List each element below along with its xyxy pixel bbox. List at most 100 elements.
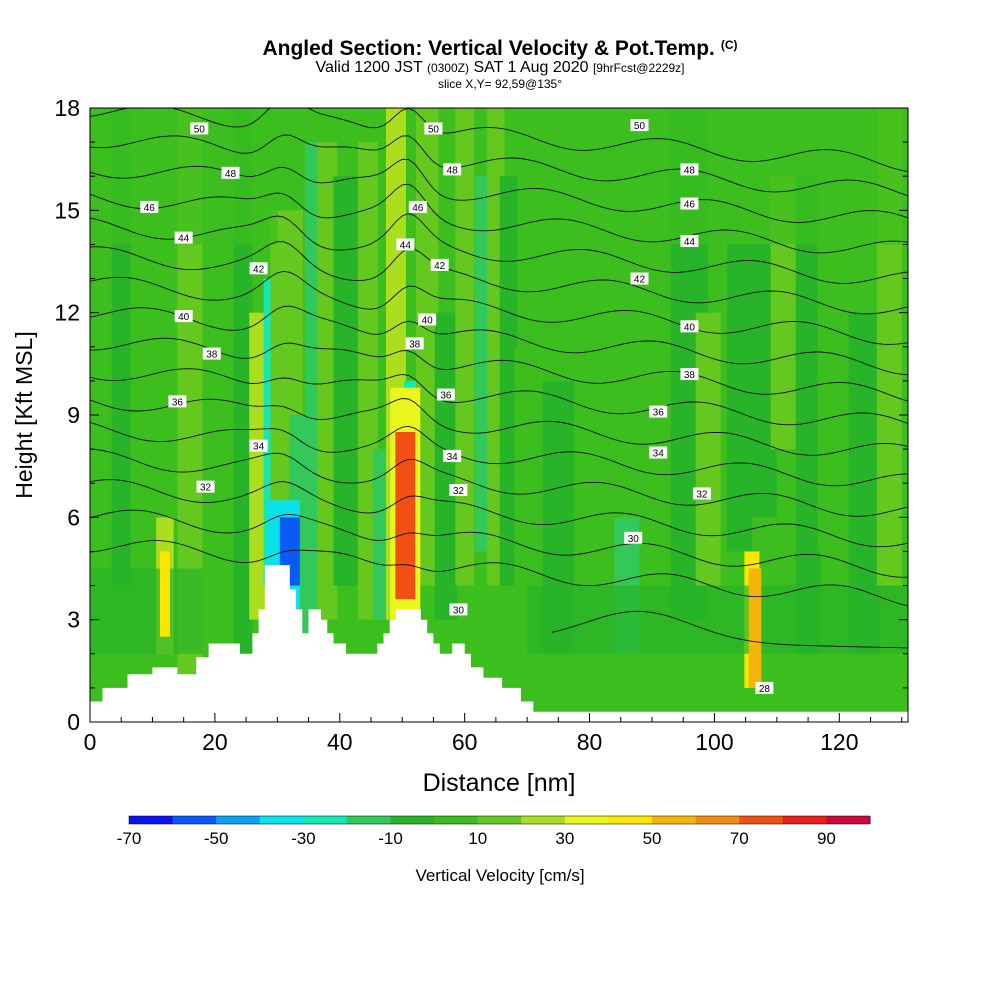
theta-contour-line xyxy=(90,134,908,197)
y-tick-label: 18 xyxy=(54,95,80,121)
colorbar-tick-label: -50 xyxy=(204,829,229,848)
velocity-cell xyxy=(514,346,540,620)
y-axis-label: Height [Kft MSL] xyxy=(11,331,37,498)
colorbar-swatch xyxy=(303,816,348,824)
contour-label: 38 xyxy=(680,368,699,381)
contour-label: 46 xyxy=(140,200,159,214)
contour-label: 32 xyxy=(449,484,468,497)
contour-label-text: 50 xyxy=(634,121,646,132)
contour-label: 42 xyxy=(430,258,449,272)
velocity-cell xyxy=(317,142,338,620)
slice-info: slice X,Y= 92,59@135° xyxy=(437,77,563,91)
velocity-cell xyxy=(395,432,416,600)
contour-label-text: 48 xyxy=(684,165,696,176)
contour-label-text: 32 xyxy=(453,486,465,497)
y-tick-label: 6 xyxy=(67,504,80,530)
velocity-cell xyxy=(639,108,908,245)
contour-label-text: 46 xyxy=(144,203,156,214)
copyright-mark: (C) xyxy=(720,38,738,52)
theta-contour-line xyxy=(90,213,908,284)
contour-labels: 50 50 50 48 48 48 46 46 46 44 44 44 42 42 42 40 40 40 38 38… xyxy=(140,119,774,695)
contour-label-text: 30 xyxy=(453,605,465,616)
contour-label-text: 40 xyxy=(178,312,190,323)
contour-label-text: 28 xyxy=(759,684,771,695)
contour-label-text: 38 xyxy=(684,370,696,381)
theta-contour-line xyxy=(90,183,908,254)
contour-label-text: 36 xyxy=(172,397,184,408)
y-tick-label: 9 xyxy=(67,402,80,428)
colorbar-swatch xyxy=(129,816,174,824)
contour-label-text: 38 xyxy=(409,339,421,350)
velocity-cell xyxy=(159,551,170,637)
valid-time: Valid 1200 JST (0300Z) SAT 1 Aug 2020 [9… xyxy=(0,59,1000,77)
colorbar-tick-label: -10 xyxy=(378,829,403,848)
contour-label: 44 xyxy=(174,231,193,245)
valid-date: SAT 1 Aug 2020 xyxy=(473,59,589,76)
colorbar-tick-label: 10 xyxy=(468,829,487,848)
contour-label-text: 44 xyxy=(178,234,190,245)
velocity-cell xyxy=(748,568,762,688)
contour-label-text: 46 xyxy=(412,203,424,214)
colorbar-swatch xyxy=(434,816,479,824)
contour-label-text: 42 xyxy=(634,275,646,286)
contour-label: 36 xyxy=(168,395,187,408)
contour-label-text: 32 xyxy=(696,489,708,500)
contour-label-text: 40 xyxy=(684,322,696,333)
valid-time-local: Valid 1200 JST xyxy=(315,59,423,76)
colorbar-tick-label: 70 xyxy=(730,829,749,848)
theta-contour-line xyxy=(90,368,908,426)
colorbar-swatch xyxy=(739,816,784,824)
colorbar-swatch xyxy=(521,816,566,824)
contour-label: 50 xyxy=(424,122,443,135)
theta-contour-line xyxy=(90,398,908,456)
x-tick-label: 40 xyxy=(327,729,353,755)
contour-label: 40 xyxy=(680,320,699,333)
contour-label: 30 xyxy=(624,531,643,545)
contour-label-text: 36 xyxy=(653,408,665,419)
contour-label: 36 xyxy=(649,405,668,419)
y-tick-label: 3 xyxy=(67,607,80,633)
velocity-cell xyxy=(795,176,821,654)
contour-label-text: 44 xyxy=(684,237,696,248)
contour-label-text: 38 xyxy=(206,350,218,361)
colorbar-swatch xyxy=(216,816,261,824)
colorbar-swatch xyxy=(652,816,697,824)
x-tick-label: 0 xyxy=(84,729,97,755)
contour-label-text: 44 xyxy=(400,240,412,251)
velocity-cell xyxy=(499,176,518,586)
contour-label-text: 32 xyxy=(200,483,212,494)
colorbar-swatch xyxy=(782,816,827,824)
colorbar-tick-label: -30 xyxy=(291,829,316,848)
contour-label-text: 34 xyxy=(653,449,665,460)
x-tick-label: 60 xyxy=(452,729,478,755)
velocity-cell xyxy=(573,312,606,586)
velocity-cell xyxy=(695,312,721,586)
theta-contour-line xyxy=(90,337,908,402)
velocity-cell xyxy=(233,108,253,688)
terrain-mask xyxy=(90,565,908,722)
theta-contour-line xyxy=(90,540,908,607)
colorbar-frame xyxy=(128,815,871,825)
contour-label: 36 xyxy=(436,388,455,402)
theta-contour-line xyxy=(90,241,908,315)
colorbar-swatch xyxy=(608,816,653,824)
velocity-cell xyxy=(249,312,268,620)
contour-label-text: 42 xyxy=(434,261,446,272)
x-axis: 0 20 40 60 80 100 120 xyxy=(84,713,903,755)
title-main: Angled Section: Vertical Velocity & Pot.… xyxy=(262,37,715,60)
contour-label: 50 xyxy=(190,122,209,135)
x-tick-label: 100 xyxy=(695,729,733,755)
colorbar-tick-label: -70 xyxy=(117,829,142,848)
velocity-cell xyxy=(527,585,908,654)
y-tick-label: 0 xyxy=(67,709,80,735)
valid-time-utc: (0300Z) xyxy=(426,61,469,75)
contour-label-text: 40 xyxy=(422,315,434,326)
contour-label-text: 36 xyxy=(440,391,452,402)
contour-label: 48 xyxy=(443,163,462,176)
contour-label: 28 xyxy=(755,681,774,695)
contour-label-text: 30 xyxy=(628,534,640,545)
theta-contour-line xyxy=(90,421,908,487)
contour-label-text: 48 xyxy=(447,165,459,176)
